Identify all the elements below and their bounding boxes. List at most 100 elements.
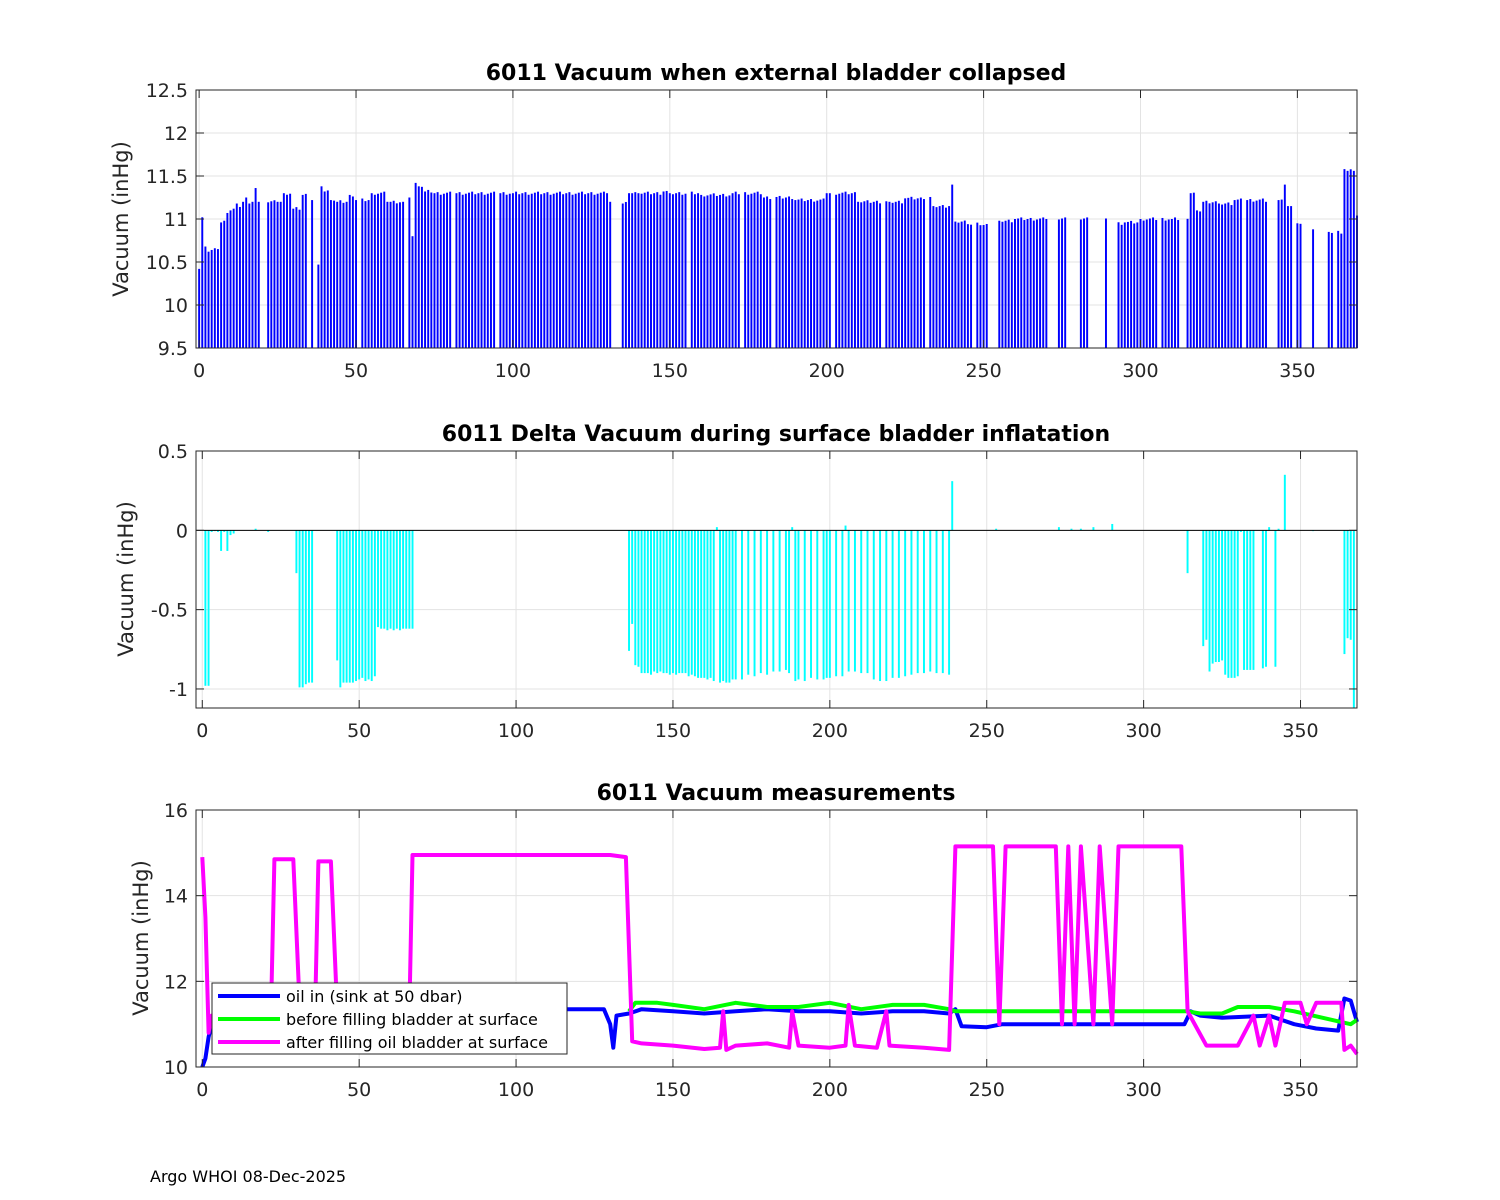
bar (609, 201, 612, 348)
bar (659, 530, 662, 672)
bar (891, 530, 894, 678)
bar (910, 530, 913, 675)
bar (257, 201, 260, 348)
bar (794, 200, 797, 348)
bar (640, 530, 643, 674)
bar (853, 192, 856, 348)
bar (722, 193, 725, 348)
bar (364, 201, 367, 348)
bar (838, 193, 841, 348)
bar (879, 203, 882, 348)
bar (1330, 232, 1333, 348)
bar (1155, 220, 1158, 348)
bar (483, 194, 486, 348)
bar (976, 222, 979, 348)
bar (872, 201, 875, 348)
bar (1032, 220, 1035, 348)
bar (916, 198, 919, 348)
bar (1280, 199, 1283, 348)
bar (273, 200, 276, 348)
bar (857, 201, 860, 348)
bar (1026, 219, 1029, 348)
x-tick-label: 100 (498, 1079, 534, 1101)
bar (373, 530, 376, 677)
chart-title: 6011 Delta Vacuum during surface bladder… (442, 422, 1110, 447)
bar (640, 193, 643, 348)
bar (210, 249, 213, 348)
bar (1233, 200, 1236, 348)
bar (722, 530, 725, 682)
bar (515, 191, 518, 348)
bar (643, 192, 646, 348)
bar (1239, 530, 1242, 532)
y-tick-label: 12.5 (146, 80, 188, 102)
bar (853, 530, 856, 672)
bar (389, 530, 392, 629)
bar (1214, 201, 1217, 348)
bar (982, 225, 985, 348)
bar (929, 530, 932, 672)
bar (474, 194, 477, 348)
bar (1239, 198, 1242, 348)
bar (719, 194, 721, 348)
bar (1123, 222, 1126, 348)
bar (505, 194, 508, 348)
bar (948, 530, 951, 675)
bar (392, 200, 395, 348)
y-axis-label: Vacuum (inHg) (129, 860, 153, 1016)
bar (292, 208, 295, 348)
bar (778, 530, 781, 672)
bar (725, 196, 728, 348)
bar (628, 193, 630, 348)
bar (653, 530, 656, 672)
bar (1236, 199, 1239, 348)
bar (656, 192, 659, 348)
bar (1249, 199, 1252, 348)
bar (901, 203, 903, 348)
bar (1274, 530, 1277, 667)
bar (734, 191, 737, 348)
bar (1205, 200, 1208, 348)
bar (1202, 530, 1205, 647)
x-tick-label: 0 (196, 1079, 208, 1101)
bar (405, 530, 408, 629)
bar (1164, 220, 1167, 348)
bar (728, 530, 731, 683)
bar (420, 186, 423, 348)
bar (668, 193, 671, 348)
legend-label-oil-in: oil in (sink at 50 dbar) (286, 987, 463, 1006)
bar (1252, 530, 1255, 670)
bar (1214, 530, 1217, 662)
bar (436, 192, 439, 348)
bar (728, 195, 731, 348)
bar (1205, 530, 1208, 640)
bar (499, 193, 502, 348)
bar (270, 201, 273, 348)
bar (540, 194, 543, 348)
bar (1243, 530, 1246, 670)
bar (1346, 170, 1349, 348)
bar (565, 193, 568, 348)
y-tick-label: 11.5 (146, 166, 188, 188)
bar (913, 199, 916, 348)
bar (1246, 200, 1249, 348)
bar (885, 530, 888, 682)
bar (223, 530, 226, 532)
bar (719, 530, 721, 683)
bar (408, 530, 411, 629)
bar (304, 193, 307, 348)
bar (753, 530, 756, 677)
bar (1029, 217, 1032, 348)
bar (929, 196, 932, 348)
bar (1192, 192, 1195, 348)
bar (226, 212, 229, 348)
bar (364, 530, 367, 682)
bar (411, 530, 414, 629)
bar (1161, 217, 1164, 348)
bar (1057, 527, 1060, 531)
bar (772, 530, 775, 672)
bar (1145, 219, 1148, 348)
bar (430, 192, 433, 348)
bar (1070, 528, 1073, 531)
bar (207, 251, 210, 348)
